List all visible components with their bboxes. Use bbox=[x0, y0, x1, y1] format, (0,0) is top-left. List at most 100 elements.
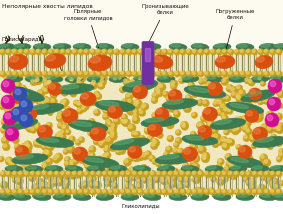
Ellipse shape bbox=[133, 76, 151, 83]
Circle shape bbox=[207, 122, 213, 129]
Circle shape bbox=[28, 119, 36, 126]
Circle shape bbox=[43, 88, 49, 94]
Circle shape bbox=[261, 123, 269, 131]
Circle shape bbox=[205, 134, 208, 138]
Circle shape bbox=[108, 171, 114, 177]
Circle shape bbox=[67, 145, 75, 153]
Circle shape bbox=[203, 157, 205, 159]
Circle shape bbox=[46, 158, 53, 165]
Circle shape bbox=[278, 104, 281, 106]
Circle shape bbox=[238, 166, 246, 174]
Circle shape bbox=[127, 99, 134, 105]
Circle shape bbox=[197, 122, 201, 126]
Ellipse shape bbox=[129, 147, 135, 152]
Circle shape bbox=[30, 79, 37, 86]
Circle shape bbox=[34, 140, 38, 144]
Ellipse shape bbox=[96, 193, 114, 201]
Circle shape bbox=[123, 78, 131, 86]
Ellipse shape bbox=[270, 76, 280, 79]
Circle shape bbox=[61, 171, 64, 174]
Circle shape bbox=[62, 99, 69, 106]
Circle shape bbox=[155, 111, 163, 119]
Circle shape bbox=[244, 77, 251, 84]
Circle shape bbox=[48, 71, 51, 74]
Ellipse shape bbox=[46, 166, 56, 169]
Circle shape bbox=[166, 95, 174, 103]
Circle shape bbox=[55, 153, 63, 161]
Circle shape bbox=[234, 71, 240, 77]
Circle shape bbox=[181, 71, 183, 74]
Circle shape bbox=[54, 189, 57, 192]
Circle shape bbox=[70, 89, 77, 96]
Circle shape bbox=[60, 71, 63, 74]
Ellipse shape bbox=[143, 43, 161, 51]
Circle shape bbox=[42, 71, 46, 74]
Circle shape bbox=[241, 122, 244, 125]
Ellipse shape bbox=[5, 76, 23, 83]
Circle shape bbox=[73, 71, 76, 74]
Ellipse shape bbox=[273, 43, 283, 51]
Ellipse shape bbox=[168, 89, 182, 103]
Circle shape bbox=[43, 183, 46, 186]
Circle shape bbox=[89, 169, 97, 177]
Circle shape bbox=[232, 128, 236, 131]
Circle shape bbox=[65, 129, 71, 135]
Circle shape bbox=[254, 165, 258, 169]
Circle shape bbox=[265, 113, 279, 127]
Circle shape bbox=[102, 166, 109, 173]
Circle shape bbox=[72, 49, 78, 55]
Circle shape bbox=[142, 177, 148, 183]
Circle shape bbox=[0, 156, 4, 162]
Circle shape bbox=[222, 171, 225, 174]
Circle shape bbox=[243, 176, 249, 183]
Circle shape bbox=[82, 125, 85, 128]
Circle shape bbox=[213, 133, 221, 141]
Ellipse shape bbox=[274, 194, 283, 197]
Ellipse shape bbox=[216, 57, 226, 62]
Circle shape bbox=[5, 117, 13, 125]
Ellipse shape bbox=[30, 105, 49, 109]
Circle shape bbox=[220, 137, 228, 145]
Circle shape bbox=[37, 171, 39, 174]
Circle shape bbox=[181, 103, 184, 106]
Circle shape bbox=[276, 189, 280, 192]
Circle shape bbox=[69, 137, 72, 140]
Circle shape bbox=[240, 189, 243, 192]
Circle shape bbox=[279, 148, 283, 154]
Circle shape bbox=[276, 171, 279, 174]
Circle shape bbox=[90, 189, 97, 195]
Circle shape bbox=[148, 134, 154, 141]
Circle shape bbox=[133, 117, 136, 120]
Circle shape bbox=[126, 49, 132, 55]
Circle shape bbox=[192, 71, 198, 77]
Circle shape bbox=[233, 122, 236, 125]
Circle shape bbox=[148, 180, 152, 184]
Circle shape bbox=[47, 80, 54, 87]
Circle shape bbox=[77, 80, 80, 84]
Circle shape bbox=[91, 175, 97, 181]
Circle shape bbox=[191, 132, 194, 135]
Ellipse shape bbox=[80, 92, 96, 106]
Circle shape bbox=[267, 126, 271, 130]
Ellipse shape bbox=[72, 121, 92, 126]
Ellipse shape bbox=[183, 147, 198, 161]
Circle shape bbox=[204, 49, 210, 55]
Ellipse shape bbox=[206, 76, 216, 79]
Circle shape bbox=[104, 147, 110, 153]
Circle shape bbox=[30, 71, 33, 74]
Circle shape bbox=[104, 102, 107, 105]
Circle shape bbox=[137, 179, 140, 182]
Ellipse shape bbox=[85, 158, 104, 162]
Circle shape bbox=[5, 113, 11, 119]
Circle shape bbox=[237, 162, 241, 166]
Circle shape bbox=[66, 71, 72, 77]
Circle shape bbox=[228, 109, 230, 111]
Circle shape bbox=[36, 189, 39, 192]
Circle shape bbox=[100, 75, 107, 82]
Circle shape bbox=[26, 116, 29, 120]
Circle shape bbox=[108, 177, 115, 183]
Circle shape bbox=[95, 182, 98, 186]
Circle shape bbox=[56, 114, 64, 122]
Circle shape bbox=[78, 71, 84, 77]
Circle shape bbox=[230, 173, 237, 180]
